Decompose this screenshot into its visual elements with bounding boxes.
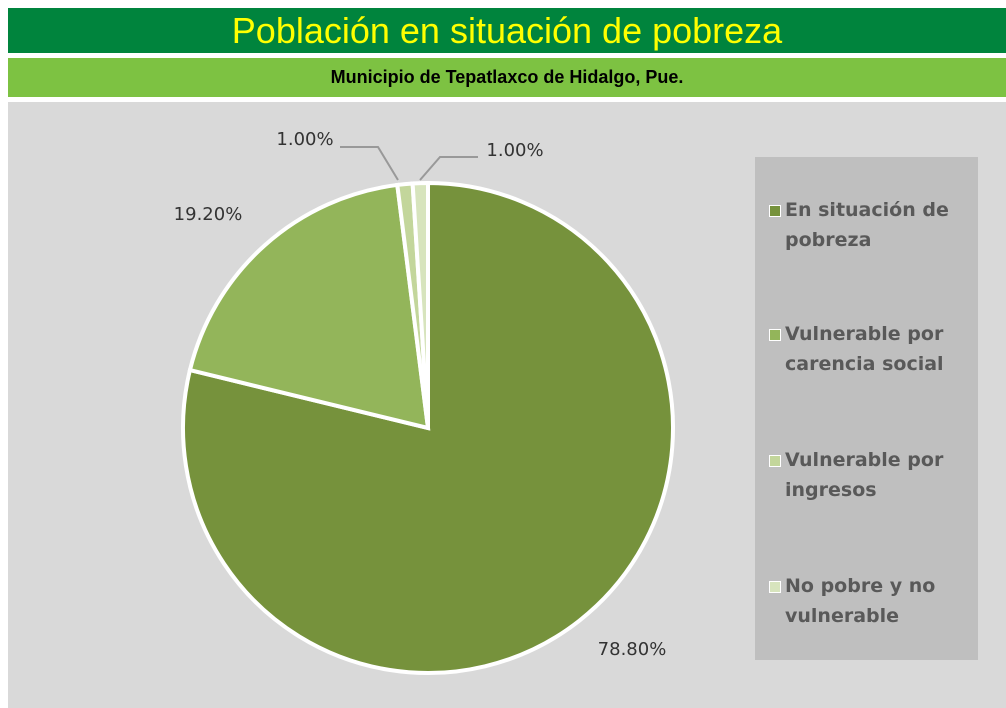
legend-item: No pobre y no vulnerable (769, 571, 975, 631)
leader-line (419, 156, 478, 181)
legend-item: Vulnerable por carencia social (769, 319, 975, 379)
legend: En situación de pobreza Vulnerable por ca… (755, 157, 978, 660)
legend-label: No pobre y no vulnerable (785, 575, 936, 627)
chart-title: Población en situación de pobreza (8, 8, 1006, 53)
pie-slice (187, 182, 431, 431)
legend-label: Vulnerable por ingresos (785, 449, 944, 501)
leader-line (340, 146, 399, 181)
data-label: 1.00% (486, 140, 543, 161)
data-label: 1.00% (276, 129, 333, 150)
legend-label: Vulnerable por carencia social (785, 323, 944, 375)
legend-swatch (769, 581, 781, 593)
legend-swatch (769, 329, 781, 341)
chart-subtitle: Municipio de Tepatlaxco de Hidalgo, Pue. (8, 58, 1006, 97)
data-label: 19.20% (174, 204, 243, 225)
legend-swatch (769, 205, 781, 217)
legend-label: En situación de pobreza (785, 199, 949, 251)
legend-item: En situación de pobreza (769, 195, 975, 255)
pie-slice (410, 180, 430, 429)
legend-item: Vulnerable por ingresos (769, 445, 975, 505)
data-label: 78.80% (598, 639, 667, 660)
legend-swatch (769, 455, 781, 467)
